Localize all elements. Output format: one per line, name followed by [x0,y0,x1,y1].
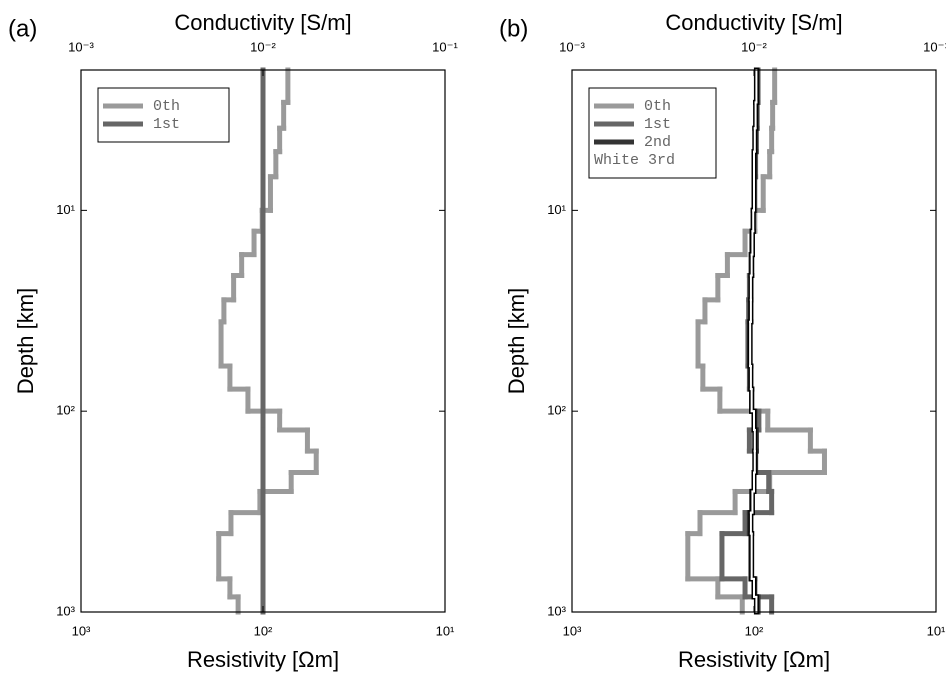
x2-tick-label: 10⁻² [741,39,767,54]
legend-label: 1st [644,116,671,133]
panel-label: (a) [8,15,37,42]
panel-label: (b) [499,15,528,42]
x2-tick-label: 10⁻³ [559,39,585,54]
x2-tick-label: 10⁻³ [68,39,94,54]
x2-tick-label: 10⁻² [250,39,276,54]
x-tick-label: 10³ [563,623,582,638]
x-tick-label: 10³ [72,623,91,638]
legend-label: 0th [153,98,180,115]
series [216,67,319,615]
y-tick-label: 10³ [547,603,566,618]
y-axis-title: Depth [km] [504,288,529,394]
legend-box [97,87,230,143]
x2-axis-title: Conductivity [S/m] [665,10,842,35]
y-tick-label: 10² [56,403,75,418]
y-tick-label: 10² [547,403,566,418]
x2-axis-title: Conductivity [S/m] [174,10,351,35]
series [747,67,759,615]
x-tick-label: 10² [745,623,764,638]
series [719,67,775,615]
y-axis-title: Depth [km] [13,288,38,394]
legend-label: 2nd [644,134,671,151]
x2-tick-label: 10⁻¹ [432,39,458,54]
x-axis-title: Resistivity [Ωm] [187,647,339,672]
x-axis-title: Resistivity [Ωm] [678,647,830,672]
legend-box [588,87,717,179]
y-tick-label: 10¹ [56,202,75,217]
x-tick-label: 10¹ [927,623,946,638]
x-tick-label: 10² [254,623,273,638]
y-tick-label: 10³ [56,603,75,618]
legend-label: 1st [153,116,180,133]
x2-tick-label: 10⁻¹ [923,39,946,54]
legend-label: White 3rd [594,152,675,169]
legend-label: 0th [644,98,671,115]
x-tick-label: 10¹ [436,623,455,638]
y-tick-label: 10¹ [547,202,566,217]
plot-area [685,67,827,615]
plot-area [216,67,319,615]
